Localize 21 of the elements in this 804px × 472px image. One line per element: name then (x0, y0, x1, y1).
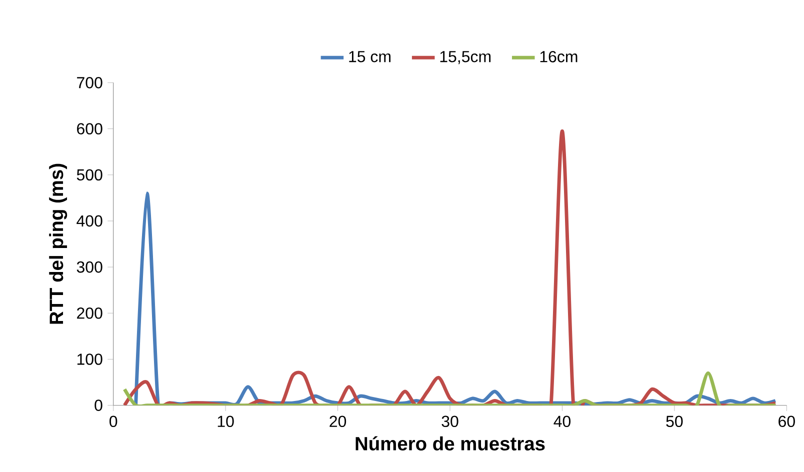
y-tick-label: 0 (94, 400, 102, 411)
x-tick-label: 20 (330, 416, 346, 428)
legend-label: 16cm (540, 51, 578, 62)
x-tick-label: 50 (666, 416, 683, 428)
y-tick-label: 500 (76, 169, 102, 181)
y-axis-title: RTT del ping (ms) (49, 164, 68, 324)
x-tick-label: 30 (442, 416, 458, 428)
legend-label: 15 cm (349, 51, 390, 62)
x-tick-label: 10 (218, 416, 234, 428)
x-tick-label: 60 (778, 416, 795, 428)
y-tick-label: 400 (76, 215, 102, 227)
legend-label: 15,5cm (440, 51, 491, 64)
y-tick-label: 600 (77, 123, 102, 134)
y-tick-label: 200 (77, 307, 102, 319)
y-tick-label: 100 (77, 354, 102, 365)
y-tick-label: 300 (76, 261, 102, 273)
line-series (122, 371, 778, 406)
x-tick-label: 40 (554, 416, 570, 428)
x-axis-title: Número de muestras (356, 436, 545, 450)
y-tick-label: 700 (77, 77, 102, 88)
x-tick-label: 0 (110, 416, 118, 428)
